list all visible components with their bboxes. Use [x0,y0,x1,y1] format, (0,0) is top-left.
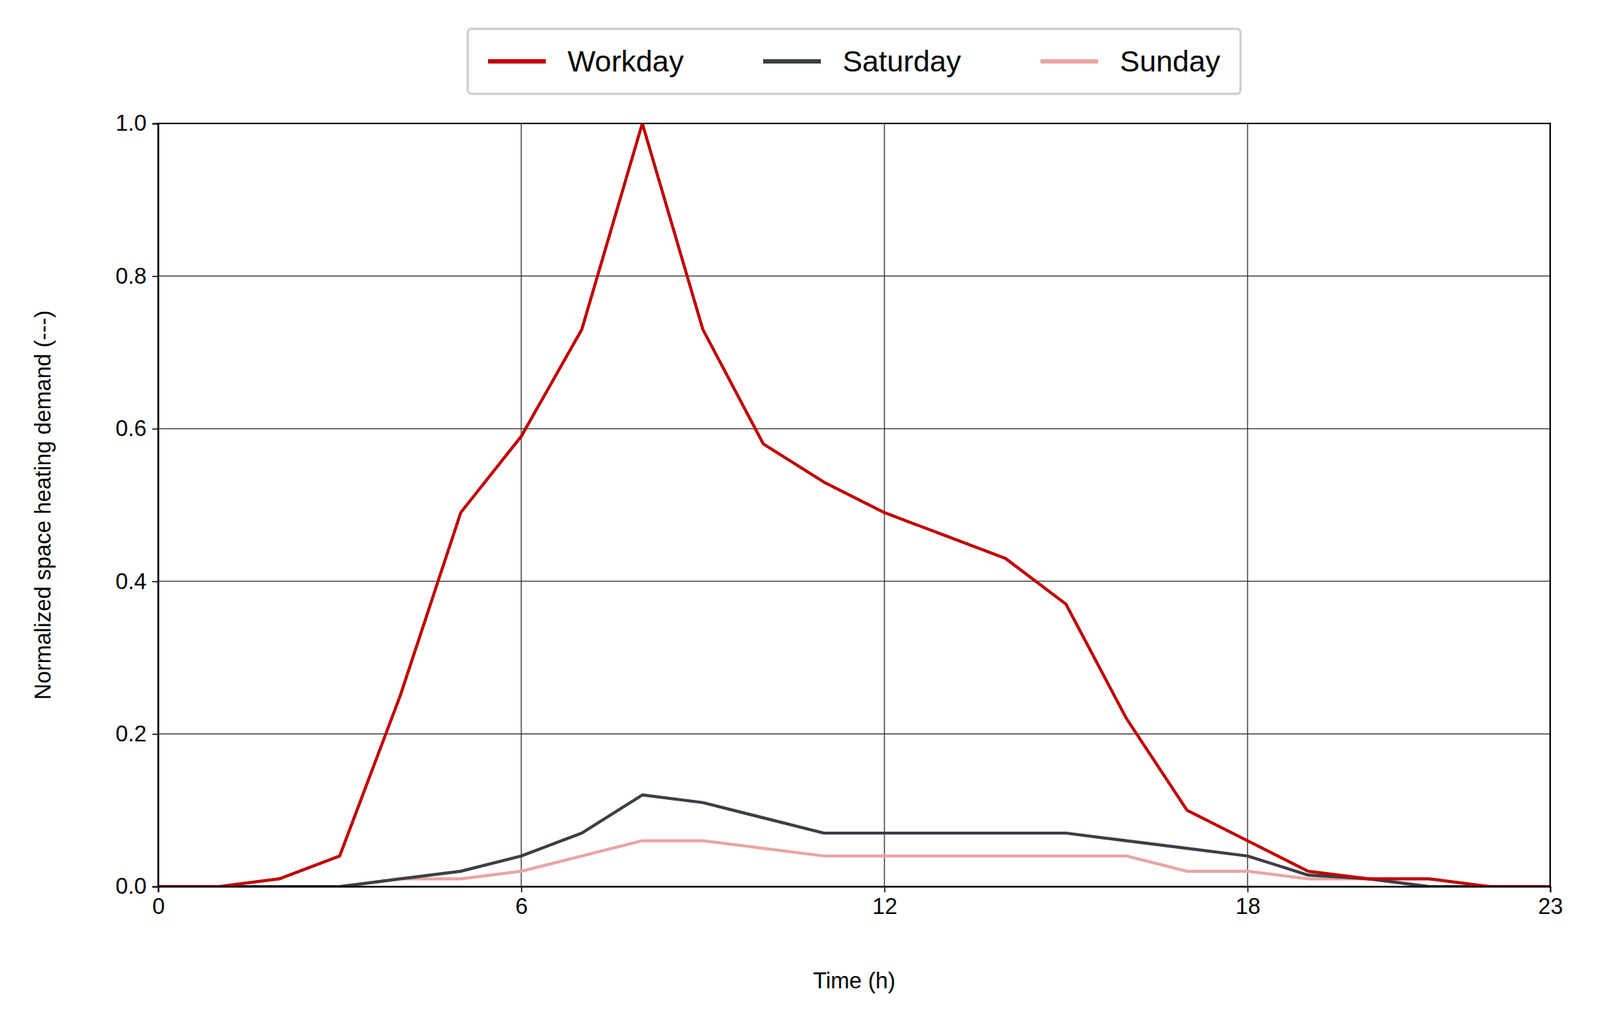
tick-label: 0.4 [115,568,147,595]
tick-mark [152,123,159,125]
x-axis-title: Time (h) [812,968,896,994]
tick: 0.6 [115,415,159,442]
tick-label: 12 [872,893,897,920]
tick-mark [884,886,886,893]
tick-label: 18 [1235,893,1260,920]
legend-swatch [488,59,546,64]
tick-label: 0.8 [115,263,147,289]
tick-label: 1.0 [115,110,147,136]
tick: 18 [1235,886,1260,920]
legend-swatch [763,59,821,64]
tick: 1.0 [115,110,159,136]
tick: 12 [872,886,897,920]
legend-item: Workday [488,44,685,78]
tick-mark [152,733,159,736]
tick: 6 [515,886,528,920]
legend-item: Saturday [763,44,962,78]
tick-label: 6 [515,893,528,920]
series-line [158,841,1551,887]
tick: 23 [1537,886,1563,920]
chart: 0 6 12 18 23 0.0 0.2 0.4 0.6 0.8 1.0 Time (h) Normal… [0,0,1600,1028]
grid-line [520,123,522,887]
grid-line [158,581,1551,582]
y-axis-title: Normalized space heating demand (---) [30,310,56,700]
tick-mark [152,275,159,278]
legend-item: Sunday [1040,44,1221,78]
grid-line [158,275,1551,277]
tick-label: 23 [1537,893,1563,920]
tick-mark [152,886,159,889]
x-axis: 0 6 12 18 23 [152,886,1564,920]
tick-label: 0.2 [115,721,147,747]
grid [158,123,1551,887]
legend: Workday Saturday Sunday [467,28,1241,94]
series-line [158,794,1551,887]
tick-mark [152,428,159,431]
tick-label: 0.6 [115,415,147,442]
legend-box [467,28,1241,94]
axis-line [158,887,1551,894]
tick: 0.8 [115,263,159,289]
grid-line [883,123,885,887]
y-axis: 0.0 0.2 0.4 0.6 0.8 1.0 [115,110,159,899]
tick-label: 0.0 [115,873,147,899]
tick: 0 [152,886,165,920]
grid-line [158,733,1551,735]
plot-frame [158,123,1551,887]
plot: 0 6 12 18 23 0.0 0.2 0.4 0.6 0.8 1.0 [115,110,1564,920]
tick-label: 0 [152,893,165,920]
legend-label: Workday [567,44,685,78]
tick: 0.0 [115,873,159,899]
tick-mark [521,886,523,893]
grid-line [158,428,1551,429]
series-group [158,123,1551,887]
tick-mark [1550,886,1552,893]
tick-mark [1247,886,1250,893]
legend-label: Saturday [842,44,962,78]
grid-line [1246,123,1248,887]
series-line [158,123,1551,887]
tick-mark [152,581,159,583]
legend-swatch [1040,59,1099,64]
tick: 0.4 [115,568,159,595]
tick: 0.2 [115,721,159,747]
legend-label: Sunday [1119,44,1221,78]
